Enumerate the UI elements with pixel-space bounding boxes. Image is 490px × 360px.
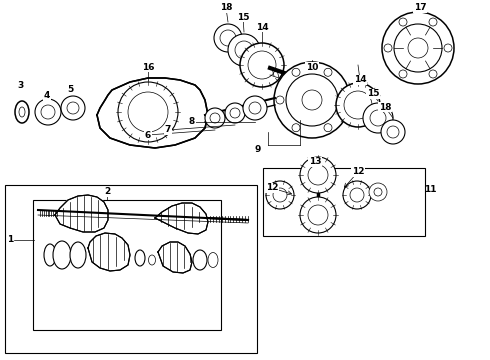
Circle shape [399,70,407,78]
Circle shape [324,68,332,76]
Circle shape [344,91,372,119]
Circle shape [292,68,300,76]
Text: 6: 6 [145,130,151,139]
Circle shape [273,188,287,202]
Circle shape [240,43,284,87]
Circle shape [276,96,284,104]
Text: 12: 12 [266,184,278,193]
Bar [263,168,425,236]
Bar [5,185,257,353]
Circle shape [274,62,350,138]
Text: 15: 15 [237,13,249,22]
Circle shape [308,165,328,185]
Text: 8: 8 [189,117,195,126]
Ellipse shape [19,107,25,117]
Ellipse shape [44,244,56,266]
Circle shape [394,24,442,72]
Ellipse shape [53,241,71,269]
Circle shape [225,103,245,123]
Circle shape [220,30,236,46]
Text: 17: 17 [414,4,426,13]
Text: 9: 9 [255,145,261,154]
Ellipse shape [148,255,155,265]
Ellipse shape [208,252,218,267]
Circle shape [300,197,336,233]
Circle shape [382,12,454,84]
Circle shape [118,82,178,142]
Circle shape [243,96,267,120]
Polygon shape [97,78,208,148]
Text: 18: 18 [379,103,391,112]
Text: 10: 10 [306,63,318,72]
Circle shape [230,108,240,118]
Polygon shape [158,242,192,273]
Text: 4: 4 [44,91,50,100]
Text: 11: 11 [424,185,436,194]
Circle shape [292,124,300,132]
Circle shape [286,74,338,126]
Text: 15: 15 [367,90,379,99]
Circle shape [381,120,405,144]
Circle shape [350,188,364,202]
Text: 12: 12 [352,167,364,176]
Circle shape [363,103,393,133]
Circle shape [302,90,322,110]
Circle shape [343,181,371,209]
Polygon shape [55,195,108,232]
Circle shape [41,105,55,119]
Circle shape [228,34,260,66]
Text: 14: 14 [354,76,367,85]
Text: 14: 14 [256,22,269,31]
Circle shape [214,24,242,52]
Circle shape [210,113,220,123]
Text: 16: 16 [142,63,154,72]
Circle shape [67,102,79,114]
Bar [33,200,221,330]
Circle shape [248,51,276,79]
Circle shape [324,124,332,132]
Ellipse shape [15,101,29,123]
Circle shape [61,96,85,120]
Text: 7: 7 [165,126,171,135]
Circle shape [384,44,392,52]
Circle shape [408,38,428,58]
Text: 1: 1 [7,235,13,244]
Circle shape [235,41,253,59]
Circle shape [374,188,382,196]
Circle shape [429,18,437,26]
Circle shape [429,70,437,78]
Polygon shape [88,233,130,271]
Circle shape [128,92,168,132]
Text: 3: 3 [17,81,23,90]
Text: 13: 13 [309,158,321,166]
Circle shape [205,108,225,128]
Circle shape [300,157,336,193]
Ellipse shape [135,250,145,266]
Circle shape [370,110,386,126]
Ellipse shape [70,242,86,268]
Polygon shape [155,203,208,234]
Text: 2: 2 [104,188,110,197]
Ellipse shape [193,250,207,270]
Text: 5: 5 [67,85,73,94]
Circle shape [266,181,294,209]
Circle shape [35,99,61,125]
Circle shape [336,83,380,127]
Circle shape [308,205,328,225]
Circle shape [387,126,399,138]
Circle shape [340,96,348,104]
Circle shape [444,44,452,52]
Circle shape [249,102,261,114]
Circle shape [369,183,387,201]
Text: 18: 18 [220,4,232,13]
Circle shape [399,18,407,26]
